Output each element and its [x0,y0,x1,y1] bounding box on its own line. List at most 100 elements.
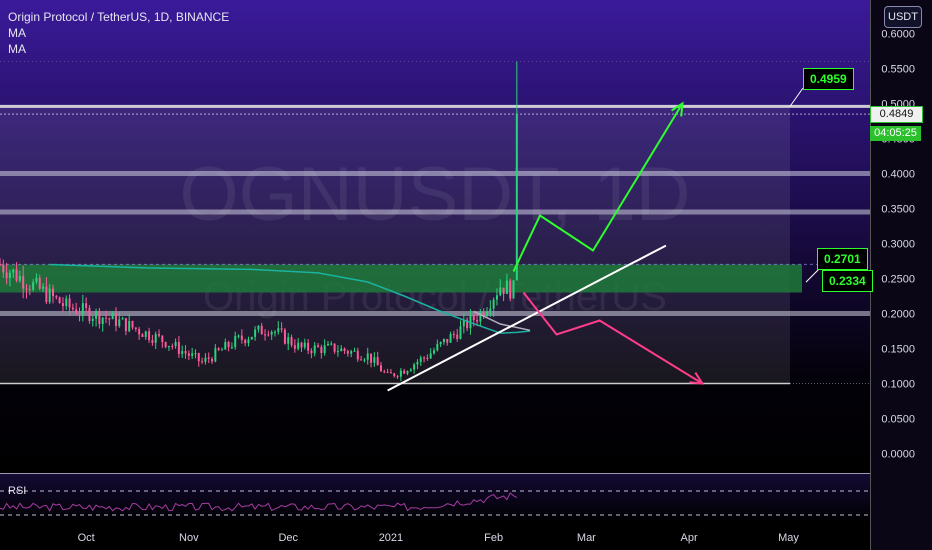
candle-body [333,343,336,352]
candle-body [247,339,250,344]
price-tick-label: 0.3500 [881,204,915,216]
candle-body [15,269,18,281]
range-box[interactable] [0,106,790,384]
candle-body [433,350,435,354]
candle-body [18,275,21,281]
candle-body [191,353,194,356]
candle-body [413,364,416,370]
candle-body [224,341,227,350]
candle-body [85,303,88,308]
candle-body [201,361,204,363]
candle-body [95,310,98,319]
candle-body [230,347,233,349]
ascending-trendline[interactable] [387,244,667,392]
candle-body [244,339,247,344]
candle-body [108,318,111,320]
candle-body [250,336,253,340]
candle-body [71,307,74,310]
candle-body [340,348,343,352]
candle-body [118,319,121,327]
candle-body [399,370,402,377]
candle-body [181,351,184,354]
candle-body [151,340,154,343]
candle-body [171,345,174,347]
candle-body [499,287,502,296]
chart-legend: Origin Protocol / TetherUS, 1D, BINANCE … [8,9,229,57]
candle-body [254,329,257,337]
candle-body [194,353,197,355]
candle-body [101,317,104,324]
candle-body [290,337,293,346]
candle-body [505,280,508,294]
candle-body [35,277,38,283]
candle-body [346,351,349,354]
candle-body [360,359,363,361]
candle-body [28,289,31,291]
rsi-pane-background [0,474,870,522]
countdown-tag: 04:05:25 [870,126,921,142]
time-tick-label: 2021 [379,532,403,544]
candle-body [68,298,71,308]
candle-body [476,320,479,322]
indicator-ma-1[interactable]: MA [8,26,26,40]
candle-body [472,314,475,321]
price-tick-label: 0.1500 [881,344,915,356]
time-tick-label: Mar [577,532,596,544]
candle-body [456,334,459,339]
watermark-ticker: OGNUSDT, 1D [180,152,691,237]
main-pane-background [0,0,870,473]
candle-body [217,348,220,350]
candle-body-breakout [515,114,518,281]
candle-body [366,353,369,360]
candle-body [436,344,439,351]
candle-body [184,351,187,354]
candle-body [466,319,469,329]
candle-body [393,373,396,377]
candle-body [161,335,164,343]
bearish-arrowhead [689,372,705,385]
candle-body [446,338,449,343]
candle-body [459,326,462,339]
time-tick-label: Apr [681,532,698,544]
price-axis-background [870,0,932,550]
candle-body [486,311,489,316]
symbol-title[interactable]: Origin Protocol / TetherUS, 1D, BINANCE [8,10,230,24]
candle-body [2,264,5,273]
candle-body [75,309,78,314]
candle-body [495,295,498,300]
price-tick-label: 0.0000 [881,449,915,461]
candle-body [211,358,214,362]
candle-body [124,318,127,332]
rsi-label[interactable]: RSI [8,485,27,497]
candle-body [177,342,180,354]
rsi-line[interactable] [0,492,518,512]
currency-button[interactable]: USDT [884,6,922,28]
candle-body [45,286,48,302]
bearish-projection-path[interactable] [522,291,703,385]
target-label-top: 0.4959 [803,68,854,90]
candle-body [376,357,379,366]
candle-body [273,331,276,333]
candle-body [492,299,495,309]
moving-average-line[interactable] [49,263,531,334]
time-tick-label: Dec [278,532,298,544]
candle-body [449,333,452,343]
candle-body [389,372,392,374]
candle-body [283,329,286,344]
price-tick-label: 0.4000 [881,169,915,181]
candle-body [207,357,210,359]
candle-body [383,371,386,373]
support-zone[interactable] [0,264,802,293]
candle-body [61,303,64,306]
indicator-ma-2[interactable]: MA [8,42,26,56]
candle-body [509,280,512,299]
candle-body [423,357,426,359]
candle-body [141,334,144,338]
bullish-projection-path[interactable] [512,102,684,272]
candle-body [134,327,137,330]
candle-body [81,303,84,315]
candle-body [479,311,482,322]
moving-average-line-2[interactable] [473,310,531,332]
time-tick-label: Feb [484,532,503,544]
